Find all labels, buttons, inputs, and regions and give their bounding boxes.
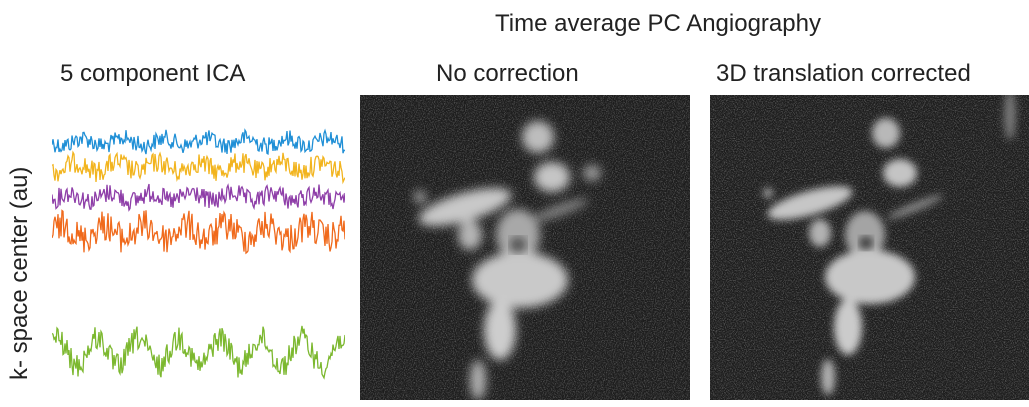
ica-panel-label: 5 component ICA <box>60 60 246 87</box>
yellow-trace <box>51 150 346 185</box>
green-trace <box>51 325 346 380</box>
angiography-no-correction-image <box>360 95 690 400</box>
purple-trace <box>51 183 346 212</box>
figure-title: Time average PC Angiography <box>495 10 821 37</box>
ica-signal-svg <box>51 128 346 380</box>
ica-signal-plot <box>51 112 346 402</box>
y-axis-label: k- space center (au) <box>6 166 33 380</box>
corrected-label: 3D translation corrected <box>716 60 971 87</box>
blue-trace <box>51 128 346 156</box>
orange-trace <box>51 209 346 255</box>
no-correction-label: No correction <box>436 60 579 87</box>
angiography-corrected-image <box>710 95 1029 400</box>
